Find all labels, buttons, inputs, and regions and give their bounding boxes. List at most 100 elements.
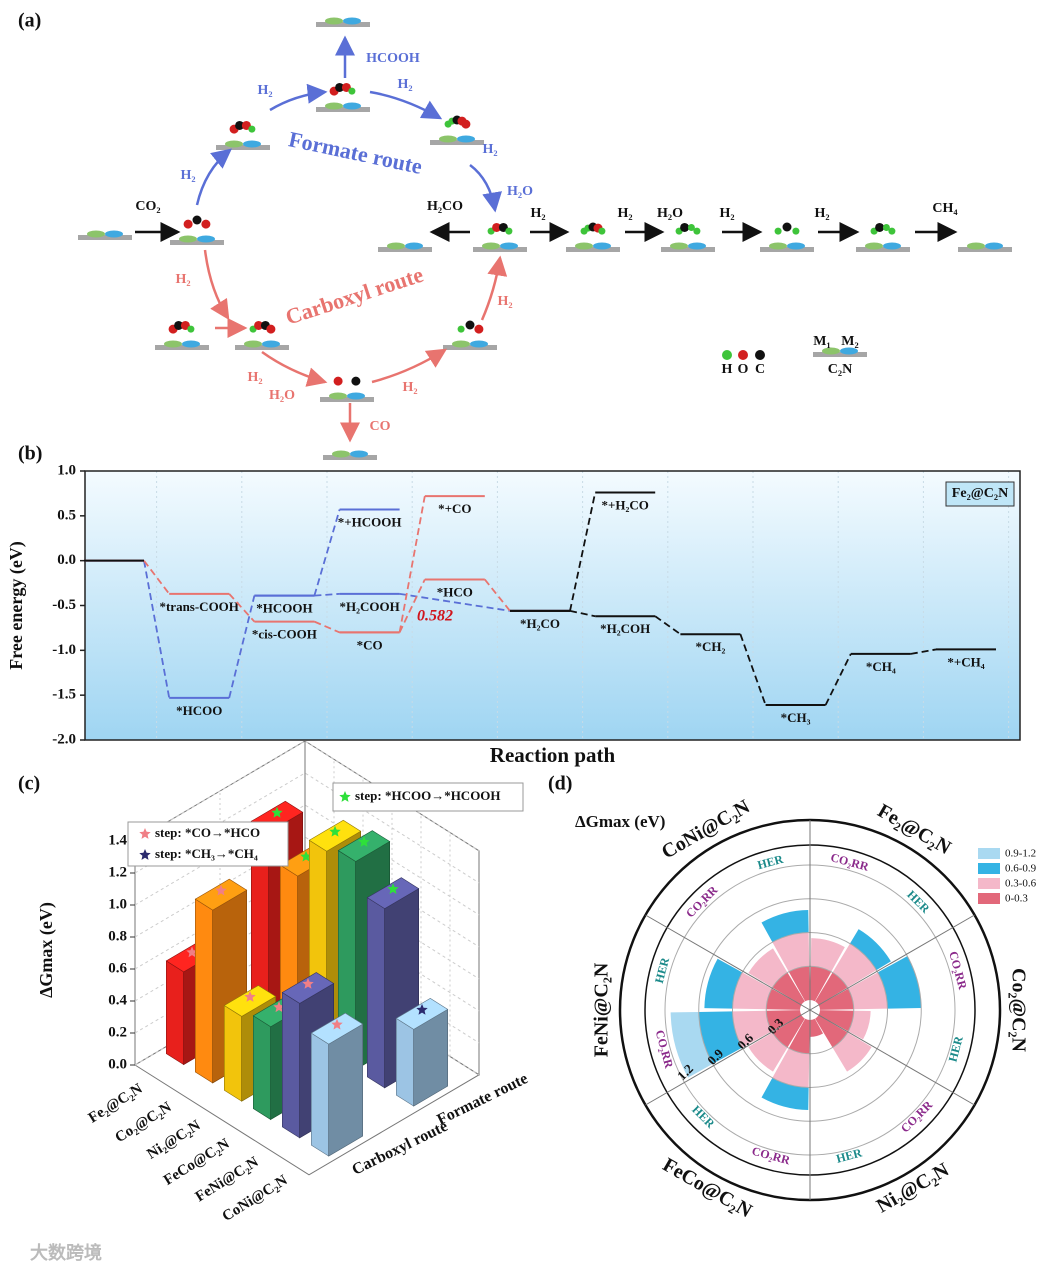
category-label: FeNi@C₂N: [591, 962, 613, 1057]
sector-label: HER: [652, 956, 672, 985]
substrate: [155, 345, 209, 350]
metal-site: [343, 102, 361, 110]
level-label: *HCO: [437, 584, 473, 599]
metal-site: [179, 235, 197, 243]
atom: [348, 87, 356, 95]
diagram-label: M₁: [813, 334, 830, 349]
connector: [399, 592, 511, 612]
substrate: [323, 455, 377, 460]
atom: [774, 227, 782, 235]
atom: [505, 227, 513, 235]
bar-face: [253, 1015, 272, 1121]
bar-top: [310, 1012, 364, 1045]
legend-label: step: *HCOO→*HCOOH: [355, 788, 501, 803]
legend-label: 0.3-0.6: [1005, 878, 1037, 890]
bar-face: [195, 898, 213, 1084]
metal-site: [439, 135, 457, 143]
arrow: [195, 148, 232, 206]
legend-swatch: [978, 878, 1000, 889]
polar-bar: [772, 932, 810, 972]
atom: [235, 120, 245, 130]
diagram-label: H₂O: [507, 184, 533, 199]
z-tick-label: 0.8: [108, 928, 127, 944]
y-tick-label: 0.0: [57, 552, 76, 568]
substrate: [443, 345, 497, 350]
substrate: [320, 397, 374, 402]
metal-site: [482, 242, 500, 250]
panel-label: (c): [18, 773, 40, 795]
arrow: [203, 249, 230, 321]
substrate: [216, 145, 270, 150]
atom: [882, 223, 890, 231]
atom: [888, 227, 896, 235]
substrate: [760, 247, 814, 252]
arrow: [369, 90, 443, 120]
atom: [341, 82, 351, 92]
step-marker: [416, 1003, 428, 1015]
atom: [680, 222, 690, 232]
diagram-label: CH₄: [932, 201, 958, 216]
step-marker: [387, 883, 399, 894]
metal-site: [387, 242, 405, 250]
connector: [484, 578, 511, 612]
polar-bar: [815, 1015, 848, 1048]
metal-site: [575, 242, 593, 250]
atom: [180, 320, 190, 330]
legend-label: step: *CO→*HCO: [155, 825, 260, 840]
diagram-label: O: [738, 362, 749, 377]
step-marker: [300, 850, 312, 862]
polar-bar: [698, 1011, 743, 1064]
atom: [192, 215, 202, 225]
diagram-label: H₂: [497, 294, 512, 309]
metal-site: [787, 242, 805, 250]
connector: [143, 560, 171, 699]
atom: [687, 223, 695, 231]
z-tick-label: 0.4: [108, 992, 127, 1008]
step-marker: [358, 836, 370, 847]
arrow: [480, 255, 508, 321]
metal-site: [350, 450, 368, 458]
level-label: *+CH₄: [947, 654, 984, 669]
atom: [598, 227, 606, 235]
connector: [313, 509, 341, 596]
atom: [248, 125, 256, 133]
connector: [569, 492, 597, 612]
diagram-label: H₂: [397, 77, 412, 92]
metal-site: [325, 102, 343, 110]
sector-label: HER: [756, 852, 785, 872]
level-label: *+H₂CO: [601, 498, 648, 513]
level-label: *H₂COOH: [339, 599, 399, 614]
atom: [457, 325, 465, 333]
level-label: *cis-COOH: [252, 627, 317, 642]
polar-bar: [810, 938, 845, 972]
polar-bar: [704, 958, 743, 1009]
y-axis-label: Free energy (eV): [6, 541, 27, 670]
sector-label: HER: [945, 1034, 965, 1063]
substrate: [235, 345, 289, 350]
metal-site: [593, 242, 611, 250]
substrate: [813, 352, 867, 357]
connector: [228, 593, 256, 623]
diagram-label: H₂: [257, 83, 272, 98]
y-tick-label: -2.0: [52, 731, 76, 747]
level-label: *HCOOH: [256, 601, 312, 616]
level-label: *H₂COH: [600, 621, 650, 636]
metal-site: [967, 242, 985, 250]
polar-bar: [761, 910, 809, 943]
bar-top: [337, 830, 391, 862]
substrate: [661, 247, 715, 252]
annotation-box: [945, 481, 1015, 507]
legend-box: [332, 782, 524, 812]
polar-bar: [848, 1010, 871, 1040]
metal-site: [87, 230, 105, 238]
polar-bar: [832, 943, 877, 988]
step-marker: [139, 828, 151, 839]
metal-site: [688, 242, 706, 250]
metal-site: [470, 340, 488, 348]
substrate: [170, 240, 224, 245]
step-marker: [331, 1018, 343, 1030]
arrow: [269, 83, 328, 112]
atom: [183, 219, 193, 229]
polar-bar: [766, 988, 802, 1010]
legend-atom: [738, 350, 748, 360]
